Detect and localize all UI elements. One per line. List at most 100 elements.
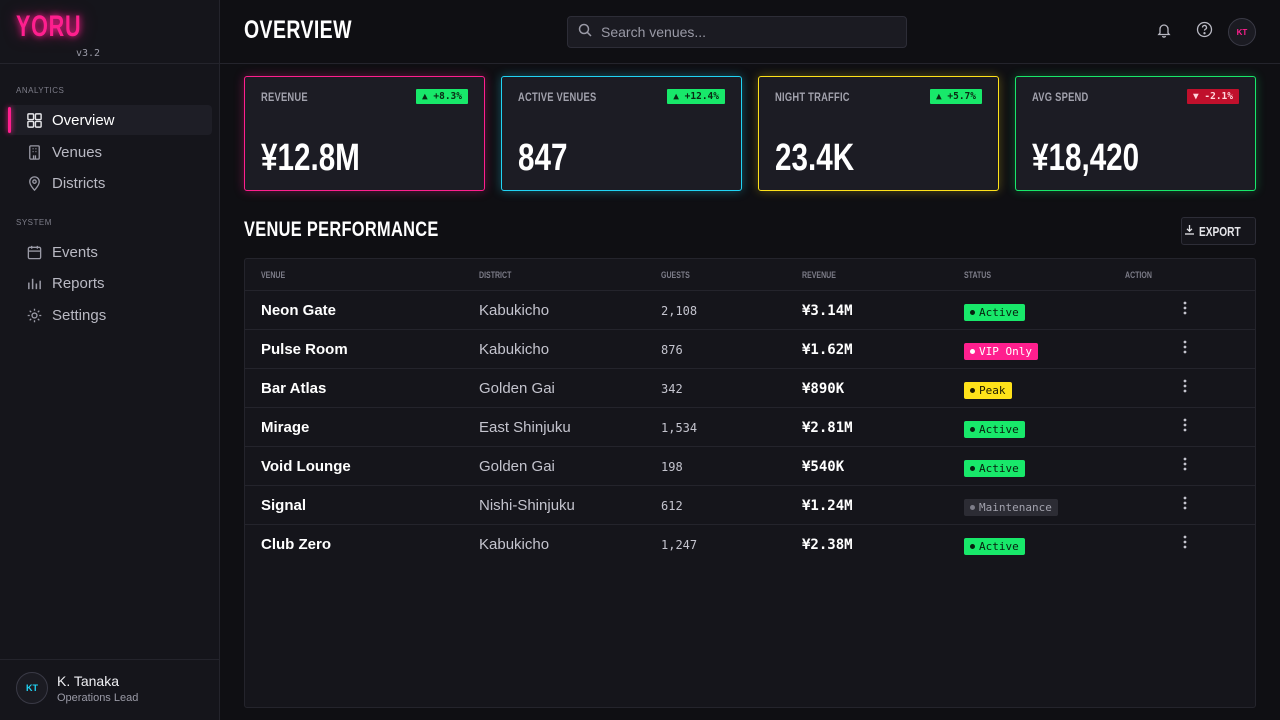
table-row[interactable]: Pulse Room Kabukicho 876 ¥1.62M VIP Only: [245, 330, 1255, 369]
more-vertical-icon: [1183, 379, 1187, 398]
venue-guests: 876: [661, 342, 683, 357]
sidebar-item-label: Reports: [52, 274, 105, 292]
kpi-label: REVENUE: [261, 90, 308, 104]
kpi-value: ¥18,420: [1032, 137, 1140, 179]
notifications-button[interactable]: [1152, 20, 1176, 44]
sidebar-item-overview[interactable]: Overview: [8, 105, 212, 135]
venue-guests: 612: [661, 498, 683, 513]
venue-table: VENUE DISTRICT GUESTS REVENUE STATUS ACT…: [244, 258, 1256, 708]
row-menu-button[interactable]: [1175, 447, 1195, 486]
row-menu-button[interactable]: [1175, 486, 1195, 525]
sidebar-item-label: Districts: [52, 174, 106, 192]
status-badge: Active: [964, 459, 1025, 477]
sidebar: YORU v3.2 ANALYTICS Overview Venues Dist…: [0, 0, 220, 720]
search-icon: [578, 23, 592, 42]
status-badge: Active: [964, 303, 1025, 321]
avatar: KT: [16, 672, 48, 704]
status-cell: Maintenance: [964, 486, 1058, 525]
venue-revenue: ¥2.38M: [802, 536, 853, 553]
column-header-guests[interactable]: GUESTS: [661, 270, 690, 280]
user-role: Operations Lead: [57, 691, 139, 704]
status-cell: Active: [964, 525, 1025, 564]
venue-revenue: ¥890K: [802, 380, 845, 397]
more-vertical-icon: [1183, 535, 1187, 554]
download-icon: [1184, 222, 1195, 240]
column-header-status[interactable]: STATUS: [964, 270, 992, 280]
status-cell: Peak: [964, 369, 1012, 408]
table-header: VENUE DISTRICT GUESTS REVENUE STATUS ACT…: [245, 259, 1255, 291]
kpi-card-active-venues: ACTIVE VENUES ▲ +12.4% 847: [501, 76, 742, 191]
row-menu-button[interactable]: [1175, 525, 1195, 564]
status-badge: VIP Only: [964, 342, 1038, 360]
status-badge: Active: [964, 537, 1025, 555]
row-menu-button[interactable]: [1175, 408, 1195, 447]
column-header-venue[interactable]: VENUE: [261, 270, 286, 280]
column-header-district[interactable]: DISTRICT: [479, 270, 512, 280]
venue-name: Mirage: [261, 419, 310, 436]
venue-district: Kabukicho: [479, 341, 550, 358]
sidebar-item-label: Settings: [52, 306, 107, 324]
bell-icon: [1156, 22, 1172, 43]
more-vertical-icon: [1183, 457, 1187, 476]
venue-name: Neon Gate: [261, 302, 337, 319]
user-profile[interactable]: KT K. Tanaka Operations Lead: [16, 672, 138, 704]
status-badge: Active: [964, 420, 1025, 438]
search-input[interactable]: [601, 24, 891, 40]
column-header-action: ACTION: [1125, 270, 1152, 280]
table-row[interactable]: Neon Gate Kabukicho 2,108 ¥3.14M Active: [245, 291, 1255, 330]
table-row[interactable]: Mirage East Shinjuku 1,534 ¥2.81M Active: [245, 408, 1255, 447]
venue-name: Pulse Room: [261, 341, 348, 358]
search-box[interactable]: [567, 16, 907, 48]
sidebar-item-label: Events: [52, 243, 98, 261]
divider: [0, 63, 219, 64]
row-menu-button[interactable]: [1175, 291, 1195, 330]
table-row[interactable]: Club Zero Kabukicho 1,247 ¥2.38M Active: [245, 525, 1255, 564]
help-icon: [1196, 21, 1213, 43]
kpi-value: ¥12.8M: [261, 137, 360, 179]
sidebar-item-events[interactable]: Events: [8, 237, 212, 267]
kpi-delta: ▲ +12.4%: [667, 89, 725, 104]
bar-chart-icon: [26, 275, 43, 292]
user-name: K. Tanaka: [57, 672, 120, 689]
venue-revenue: ¥540K: [802, 458, 845, 475]
brand: YORU v3.2: [16, 10, 107, 59]
help-button[interactable]: [1192, 20, 1216, 44]
table-row[interactable]: Bar Atlas Golden Gai 342 ¥890K Peak: [245, 369, 1255, 408]
more-vertical-icon: [1183, 418, 1187, 437]
brand-logo[interactable]: YORU: [16, 10, 82, 43]
calendar-icon: [26, 244, 43, 261]
map-pin-icon: [26, 175, 43, 192]
sidebar-item-reports[interactable]: Reports: [8, 268, 212, 298]
app-version: v3.2: [76, 48, 101, 59]
gear-icon: [26, 307, 43, 324]
kpi-delta: ▲ +5.7%: [929, 89, 982, 104]
venue-guests: 2,108: [661, 303, 698, 318]
row-menu-button[interactable]: [1175, 330, 1195, 369]
status-cell: Active: [964, 408, 1025, 447]
page-title: OVERVIEW: [244, 16, 352, 44]
sidebar-item-settings[interactable]: Settings: [8, 300, 212, 330]
status-cell: VIP Only: [964, 330, 1038, 369]
venue-district: Kabukicho: [479, 536, 550, 553]
building-icon: [26, 144, 43, 161]
venue-name: Void Lounge: [261, 458, 351, 475]
row-menu-button[interactable]: [1175, 369, 1195, 408]
venue-guests: 198: [661, 459, 683, 474]
column-header-revenue[interactable]: REVENUE: [802, 270, 836, 280]
header-avatar[interactable]: KT: [1228, 18, 1256, 46]
sidebar-item-label: Venues: [52, 143, 103, 161]
section-label-system: SYSTEM: [16, 218, 52, 227]
kpi-value: 23.4K: [775, 137, 855, 179]
status-cell: Active: [964, 291, 1025, 330]
kpi-label: NIGHT TRAFFIC: [775, 90, 850, 104]
export-button[interactable]: EXPORT: [1181, 217, 1256, 245]
status-badge: Maintenance: [964, 498, 1058, 516]
sidebar-item-venues[interactable]: Venues: [8, 137, 212, 167]
sidebar-item-districts[interactable]: Districts: [8, 168, 212, 198]
venue-district: Golden Gai: [479, 380, 555, 397]
table-row[interactable]: Signal Nishi-Shinjuku 612 ¥1.24M Mainten…: [245, 486, 1255, 525]
more-vertical-icon: [1183, 340, 1187, 359]
venue-revenue: ¥1.62M: [802, 341, 853, 358]
sidebar-item-label: Overview: [52, 111, 115, 129]
table-row[interactable]: Void Lounge Golden Gai 198 ¥540K Active: [245, 447, 1255, 486]
